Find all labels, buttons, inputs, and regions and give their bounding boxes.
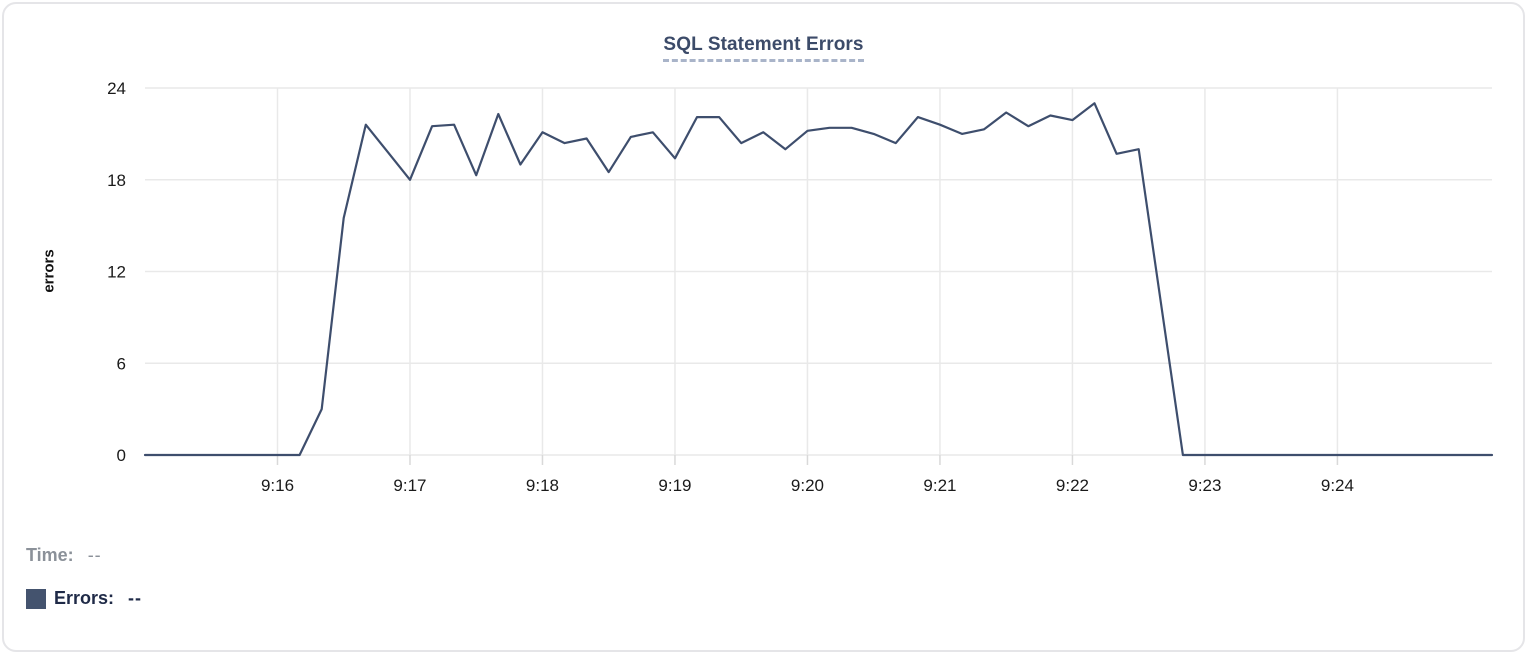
svg-text:9:22: 9:22: [1056, 476, 1089, 495]
svg-text:24: 24: [107, 79, 126, 98]
svg-text:9:24: 9:24: [1321, 476, 1354, 495]
svg-text:9:20: 9:20: [791, 476, 824, 495]
hover-errors-label: Errors:: [54, 588, 115, 608]
hover-time-value: --: [87, 545, 102, 565]
errors-series-swatch: [26, 588, 46, 609]
svg-text:12: 12: [107, 263, 126, 282]
svg-text:6: 6: [117, 354, 126, 373]
svg-text:0: 0: [117, 446, 126, 465]
svg-text:18: 18: [107, 171, 126, 190]
chart-header: SQL Statement Errors: [4, 34, 1523, 62]
svg-text:9:18: 9:18: [526, 476, 559, 495]
svg-text:9:19: 9:19: [658, 476, 691, 495]
svg-text:9:23: 9:23: [1188, 476, 1221, 495]
errors-line-chart[interactable]: 0 6 12 18 24 9:16 9:17 9:18 9:19 9:20 9:21 9:22 9:23…: [4, 4, 1528, 514]
svg-text:9:17: 9:17: [393, 476, 426, 495]
hover-errors-value: --: [128, 588, 143, 608]
hover-readout-time: Time: --: [26, 545, 102, 566]
svg-text:9:16: 9:16: [261, 476, 294, 495]
hover-time-label: Time:: [26, 545, 74, 565]
hover-readout-errors: Errors: --: [26, 588, 142, 609]
svg-text:9:21: 9:21: [923, 476, 956, 495]
chart-title[interactable]: SQL Statement Errors: [663, 34, 864, 62]
